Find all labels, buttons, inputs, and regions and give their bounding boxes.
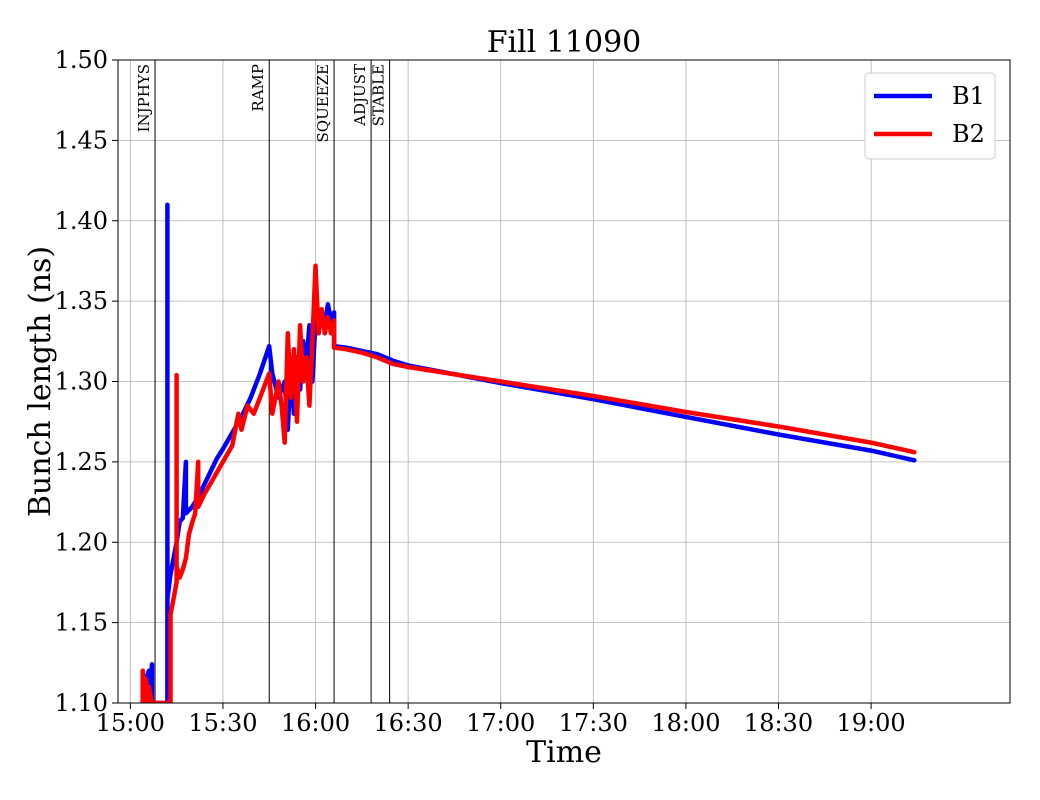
x-tick-label: 15:00	[96, 709, 165, 737]
y-tick-label: 1.35	[55, 287, 108, 315]
y-tick-label: 1.25	[55, 448, 108, 476]
phase-label-squeeze: SQUEEZE	[314, 64, 332, 143]
phase-label-stable: STABLE	[370, 64, 388, 126]
y-tick-label: 1.15	[55, 609, 108, 637]
y-axis-label: Bunch length (ns)	[23, 246, 58, 517]
phase-label-adjust: ADJUST	[351, 64, 369, 127]
chart-title: Fill 11090	[487, 25, 642, 60]
x-tick-label: 16:30	[374, 709, 443, 737]
phase-markers: INJPHYS RAMP SQUEEZE ADJUST STABLE	[135, 60, 391, 703]
y-tick-label: 1.50	[55, 46, 108, 74]
series-layer	[140, 202, 917, 703]
phase-label-injphys: INJPHYS	[135, 64, 153, 132]
y-tick-label: 1.20	[55, 528, 108, 556]
x-tick-label: 16:00	[281, 709, 350, 737]
x-tick-label: 18:00	[651, 709, 720, 737]
axis-ticks: 15:00 15:30 16:00 16:30 17:00 17:30 18:00 18:30…	[55, 46, 906, 737]
legend-label-b1: B1	[952, 82, 985, 110]
y-tick-label: 1.40	[55, 207, 108, 235]
y-tick-label: 1.45	[55, 126, 108, 154]
legend-label-b2: B2	[952, 120, 985, 148]
x-tick-label: 18:30	[744, 709, 813, 737]
series-line-b2	[140, 263, 917, 703]
y-tick-label: 1.30	[55, 368, 108, 396]
phase-label-ramp: RAMP	[249, 64, 267, 112]
x-tick-label: 17:00	[466, 709, 535, 737]
x-tick-label: 19:00	[837, 709, 906, 737]
y-tick-label: 1.10	[55, 689, 108, 717]
x-tick-label: 17:30	[559, 709, 628, 737]
x-axis-label: Time	[526, 735, 602, 770]
x-tick-label: 15:30	[188, 709, 257, 737]
